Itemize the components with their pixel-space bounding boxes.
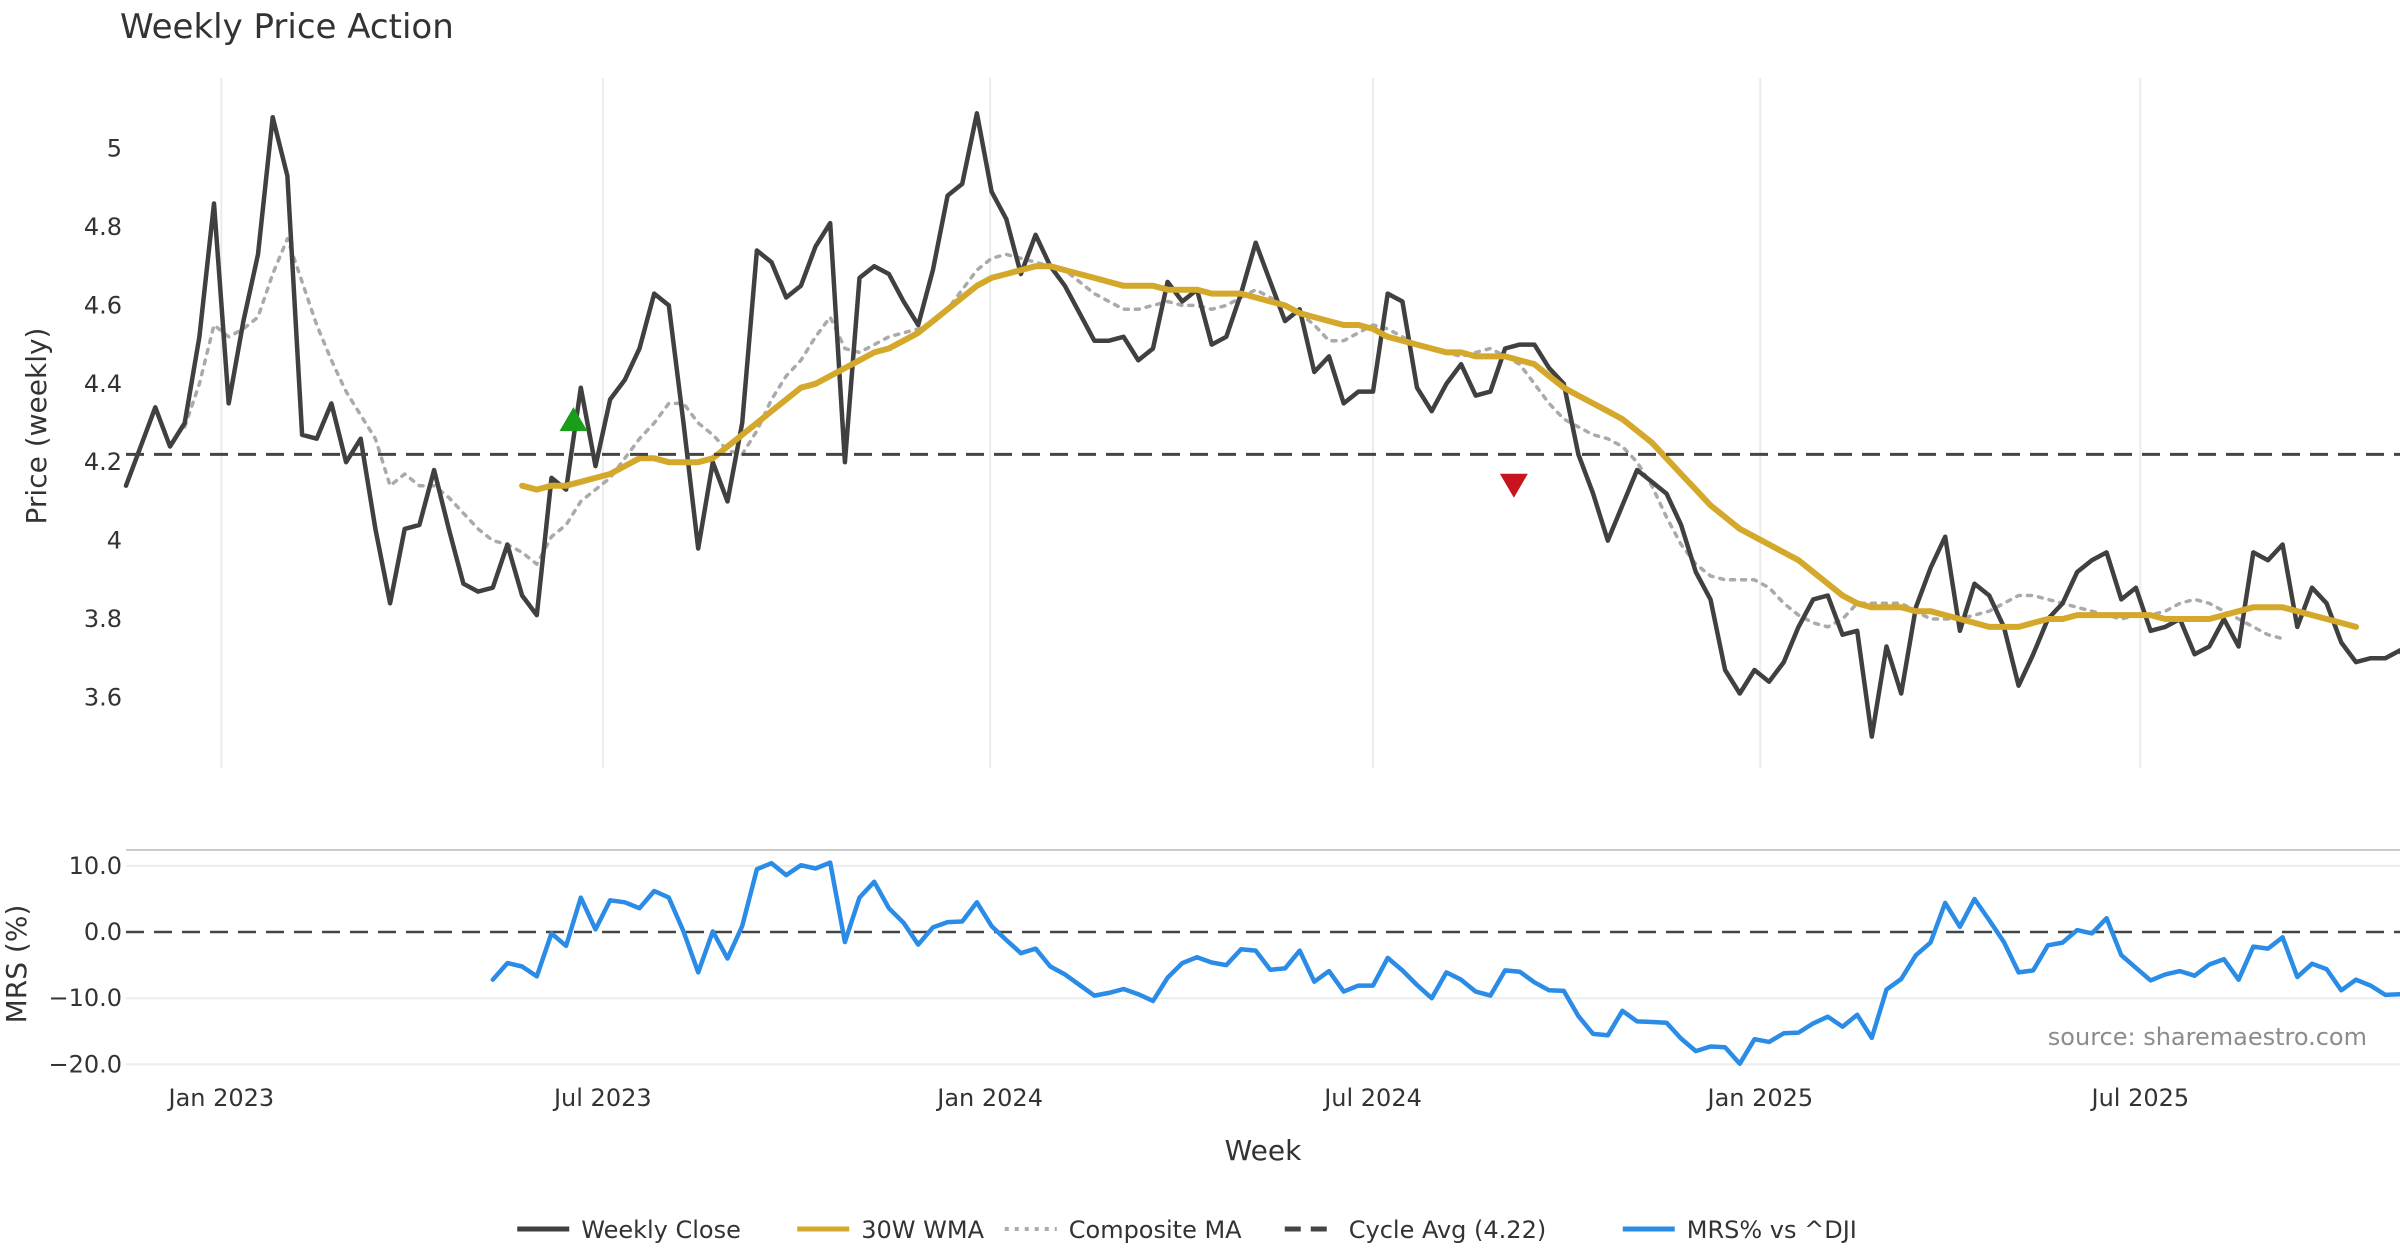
series-30w-wma [519,263,2359,630]
x-tick-label: Jul 2023 [552,1084,652,1112]
x-tick-label: Jul 2024 [1322,1084,1422,1112]
x-tick-label: Jul 2025 [2089,1084,2189,1112]
top-y-axis-label: Price (weekly) [20,328,53,525]
bottom-y-ticks: −20.0 −10.0 0.0 10.0 [48,852,122,1079]
y-tick-label: 5 [107,135,122,163]
y-tick-label: 0.0 [84,918,122,946]
y-tick-label: 3.8 [84,605,122,633]
source-note: source: sharemaestro.com [2048,1023,2367,1051]
legend: Weekly Close 30W WMA Composite MA Cycle Avg… [517,1216,1857,1244]
top-vertical-grid [220,78,2142,768]
x-axis-ticks: Jan 2023 Jul 2023 Jan 2024 Jul 2024 Jan 2025… [167,1084,2190,1112]
y-tick-label: −10.0 [48,984,122,1012]
legend-label: MRS% vs ^DJI [1687,1216,1857,1244]
y-tick-label: 4.4 [84,370,122,398]
chart-title: Weekly Price Action [120,7,454,47]
y-tick-label: 4.8 [84,213,122,241]
y-tick-label: −20.0 [48,1050,122,1078]
x-tick-label: Jan 2025 [1705,1084,1813,1112]
legend-label: Weekly Close [581,1216,741,1244]
y-tick-label: 4.2 [84,448,122,476]
x-axis-label: Week [1225,1134,1302,1167]
bottom-series-lines [126,860,2400,1066]
buy-marker [559,407,588,432]
top-y-ticks: 3.6 3.8 4 4.2 4.4 4.6 4.8 5 [84,135,122,712]
signal-markers [559,407,1528,498]
legend-label: Composite MA [1069,1216,1242,1244]
legend-label: 30W WMA [861,1216,984,1244]
series-mrs-vs-dji [490,860,2400,1066]
top-series-lines [123,111,2400,739]
y-tick-label: 10.0 [69,852,122,880]
bottom-horizontal-grid [126,864,2400,1066]
legend-label: Cycle Avg (4.22) [1349,1216,1546,1244]
y-tick-label: 4 [107,527,122,555]
y-tick-label: 4.6 [84,291,122,319]
sell-marker [1499,473,1528,498]
bottom-y-axis-label: MRS (%) [0,905,33,1024]
x-tick-label: Jan 2023 [167,1084,275,1112]
series-weekly-close [123,111,2400,739]
x-tick-label: Jan 2024 [935,1084,1043,1112]
y-tick-label: 3.6 [84,683,122,711]
series-composite-ma [182,236,2285,641]
